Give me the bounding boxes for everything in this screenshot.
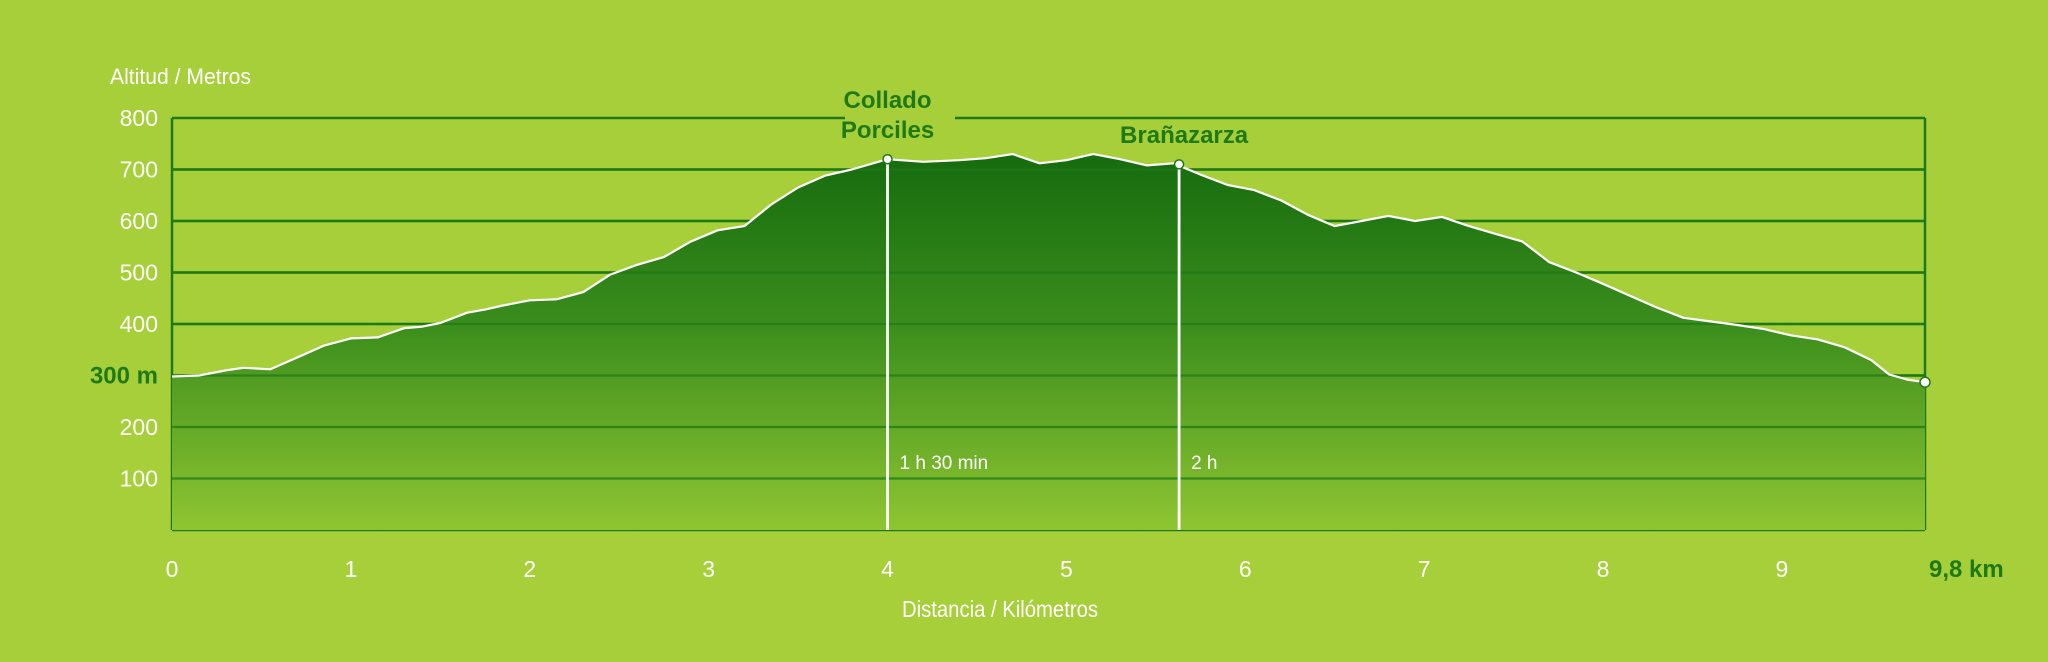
end-point-dot	[1919, 376, 1931, 388]
elevation-profile-line	[171, 153, 1926, 384]
x-tick-label-5: 5	[1060, 556, 1073, 582]
elevation-area	[172, 154, 1925, 530]
y-tick-label-4: 500	[120, 260, 158, 286]
x-tick-label-2: 2	[523, 556, 536, 582]
y-tick-label-3: 400	[120, 311, 158, 337]
axis-tick-labels: 0 1 2 3 4 5 6 7 8 9 9,8 km 100 200 300 m 400 500 600 700 8…	[90, 105, 2004, 583]
overlay-grid-lines	[172, 168, 1925, 480]
y-tick-label-6: 700	[120, 157, 158, 183]
y-tick-label-0: 100	[120, 466, 158, 492]
waypoint-label-1-0: Brañazarza	[1120, 122, 1249, 149]
y-axis-title: Altitud / Metros	[110, 64, 251, 89]
x-tick-label-9: 9	[1775, 556, 1788, 582]
x-tick-label-3: 3	[702, 556, 715, 582]
x-tick-label-0: 0	[166, 556, 179, 582]
waypoint-markers: 1 h 30 min Collado Porciles 2 h Brañazarza	[841, 87, 1931, 530]
x-tick-label-4: 4	[881, 556, 894, 582]
waypoint-dot-0	[882, 153, 893, 165]
y-tick-label-5: 600	[120, 208, 158, 234]
waypoint-time-1: 2 h	[1191, 453, 1217, 474]
waypoint-time-0: 1 h 30 min	[900, 453, 989, 474]
waypoint-dot-1	[1173, 159, 1185, 170]
y-tick-label-7: 800	[120, 105, 158, 131]
waypoint-label-0-1: Porciles	[841, 117, 934, 144]
x-tick-label-7: 7	[1418, 556, 1431, 582]
waypoint-label-0-0: Collado	[844, 87, 932, 114]
x-tick-label-10: 9,8 km	[1929, 556, 2004, 583]
x-axis-title: Distancia / Kilómetros	[902, 596, 1098, 622]
y-tick-label-2: 300 m	[90, 363, 158, 390]
x-tick-label-8: 8	[1597, 556, 1610, 582]
x-tick-label-1: 1	[344, 556, 357, 582]
x-tick-label-6: 6	[1239, 556, 1252, 582]
y-tick-label-1: 200	[120, 414, 158, 440]
